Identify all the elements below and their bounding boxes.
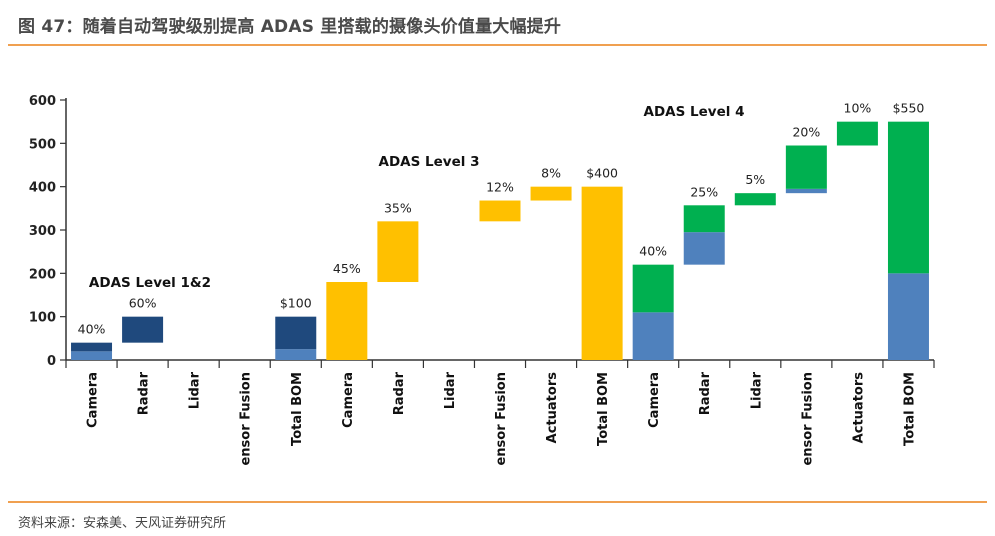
y-axis: 0 100 200 300 400 500 600 [29,94,934,369]
x-tick-label: Total BOM [290,372,305,446]
x-tick-label: Camera [86,372,101,428]
title-divider [8,44,987,46]
x-tick-label: Total BOM [902,372,917,446]
bar-segment [122,316,164,343]
bar-segment [71,351,113,360]
bar-segment [530,186,572,201]
bar-segment [785,145,827,189]
x-tick-label: ensor Fusion [494,372,509,466]
x-tick-label: Radar [698,371,713,415]
waterfall-chart: 0 100 200 300 400 500 600 40% 60% $100 45% 35% 12% 8… [29,94,935,466]
bar-data-label: 10% [844,101,872,116]
x-tick-label: Actuators [851,372,866,444]
bar-data-label: 8% [541,166,561,181]
bars [71,121,929,360]
y-tick-label: 300 [29,224,56,239]
source-divider [8,501,987,503]
x-axis: Camera Radar Lidar ensor Fusion Total BOM Cam… [65,360,935,466]
x-tick-label: ensor Fusion [239,372,254,466]
bar-segment [632,312,674,360]
x-tick-label: ensor Fusion [800,372,815,466]
bar-data-label: 40% [639,244,667,259]
y-tick-label: 0 [47,354,56,369]
bar-segment [377,221,419,282]
y-tick-label: 600 [29,94,56,109]
bar-segment [887,273,929,360]
bar-data-label: 40% [78,322,106,337]
x-tick-label: Lidar [188,371,203,409]
x-tick-label: Radar [137,371,152,415]
data-labels: 40% 60% $100 45% 35% 12% 8% $400 40% 25% 5% 20% 10% $… [78,101,925,337]
bar-segment [479,200,521,222]
bar-data-label: $550 [893,101,925,116]
bar-segment [683,205,725,233]
bar-segment [275,316,317,350]
bar-segment [785,188,827,194]
y-tick-label: 500 [29,137,56,152]
bar-data-label: 60% [129,296,157,311]
group-title: ADAS Level 4 [644,104,745,120]
bar-data-label: 5% [745,172,765,187]
bar-data-label: 35% [384,200,412,215]
bar-segment [734,193,776,206]
bar-segment [581,186,623,360]
bar-data-label: 45% [333,261,361,276]
bar-segment [836,121,878,146]
bar-data-label: 12% [486,180,514,195]
x-tick-label: Camera [341,372,356,428]
bar-data-label: 25% [690,184,718,199]
x-tick-label: Camera [647,372,662,428]
bar-segment [887,121,929,274]
bar-data-label: $100 [280,296,312,311]
x-tick-label: Actuators [545,372,560,444]
group-title: ADAS Level 3 [379,154,480,170]
x-tick-label: Total BOM [596,372,611,446]
x-tick-label: Lidar [443,371,458,409]
group-labels: ADAS Level 1&2 ADAS Level 3 ADAS Level 4 [89,104,745,291]
bar-segment [326,282,368,360]
bar-segment [683,232,725,265]
x-tick-label: Radar [392,371,407,415]
bar-data-label: $400 [586,166,618,181]
y-tick-label: 200 [29,267,56,282]
y-tick-label: 400 [29,181,56,196]
bar-segment [632,264,674,313]
y-tick-label: 100 [29,311,56,326]
bar-data-label: 20% [792,125,820,140]
x-tick-label: Lidar [749,371,764,409]
bar-segment [275,349,317,360]
source-note: 资料来源：安森美、天风证券研究所 [18,516,227,531]
figure-title: 图 47：随着自动驾驶级别提高 ADAS 里搭载的摄像头价值量大幅提升 [18,17,562,37]
group-title: ADAS Level 1&2 [89,275,211,291]
bar-segment [71,342,113,352]
